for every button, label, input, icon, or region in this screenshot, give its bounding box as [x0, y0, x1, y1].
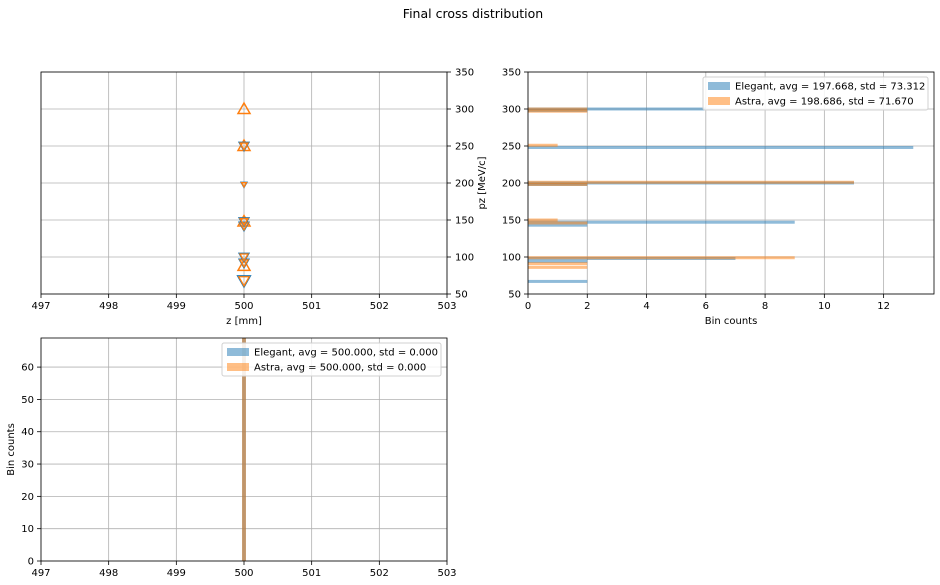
pz-histogram: 0 2 4 6 8 10 12 50 100 150 200 250 300 350 Bin counts E… — [502, 68, 935, 327]
astra-bar — [528, 180, 854, 184]
astra-point-overlap — [238, 222, 250, 232]
y-tick-label: 30 — [21, 460, 34, 471]
y-tick-label: 350 — [502, 68, 521, 79]
y-tick-label: 150 — [455, 216, 474, 227]
astra-bar — [528, 143, 558, 147]
y-tick-label: 100 — [502, 253, 521, 264]
legend-label: Astra, avg = 500.000, std = 0.000 — [254, 363, 426, 374]
y-tick-label: 50 — [455, 290, 468, 301]
astra-bar — [528, 182, 588, 186]
x-tick-label: 501 — [302, 568, 321, 579]
y-axis-label: pz [MeV/c] — [477, 156, 488, 209]
astra-point-overlap — [237, 276, 251, 288]
x-tick-label: 2 — [584, 301, 590, 312]
x-tick-label: 498 — [99, 568, 118, 579]
x-tick-label: 10 — [818, 301, 831, 312]
x-axis-label: z [mm] — [226, 316, 262, 327]
legend-swatch — [227, 348, 249, 356]
y-tick-label: 60 — [21, 363, 34, 374]
x-tick-label: 497 — [31, 568, 50, 579]
x-tick-label: 6 — [703, 301, 709, 312]
x-tick-label: 500 — [234, 301, 253, 312]
x-tick-label: 503 — [437, 568, 456, 579]
x-tick-label: 500 — [234, 568, 253, 579]
y-tick-label: 10 — [21, 524, 34, 535]
x-tick-label: 502 — [370, 568, 389, 579]
x-tick-label: 12 — [877, 301, 890, 312]
legend-swatch — [227, 363, 249, 371]
legend-label: Astra, avg = 198.686, std = 71.670 — [735, 97, 914, 108]
y-tick-label: 300 — [455, 105, 474, 116]
astra-bar — [528, 109, 588, 113]
astra-point — [236, 258, 252, 272]
y-tick-label: 50 — [21, 395, 34, 406]
astra-bar — [528, 218, 558, 222]
astra-point-overlap — [240, 182, 248, 189]
x-tick-label: 502 — [370, 301, 389, 312]
elegant-bar — [528, 107, 706, 111]
x-tick-label: 499 — [167, 568, 186, 579]
x-tick-label: 503 — [437, 301, 456, 312]
astra-bar — [528, 256, 795, 260]
y-axis-label: Bin counts — [6, 423, 17, 476]
x-axis-label: Bin counts — [705, 316, 758, 327]
y-tick-label: 300 — [502, 105, 521, 116]
astra-point-overlap — [238, 253, 250, 263]
astra-bar — [242, 338, 246, 561]
x-tick-label: 497 — [31, 301, 50, 312]
legend-box — [221, 342, 442, 377]
astra-bar — [528, 107, 588, 111]
astra-bar — [528, 265, 588, 269]
x-tick-label: 498 — [99, 301, 118, 312]
y-tick-label: 200 — [455, 179, 474, 190]
elegant-bar — [528, 223, 588, 227]
elegant-bar — [528, 259, 588, 263]
legend-swatch — [708, 82, 730, 90]
y-tick-label: 200 — [502, 179, 521, 190]
astra-point-overlap — [238, 217, 250, 227]
astra-point — [236, 101, 252, 115]
figure-title: Final cross distribution — [403, 6, 543, 21]
y-tick-label: 350 — [455, 68, 474, 79]
legend-label: Elegant, avg = 500.000, std = 0.000 — [254, 348, 438, 359]
y-tick-label: 20 — [21, 492, 34, 503]
y-tick-label: 100 — [455, 253, 474, 264]
y-tick-label: 0 — [28, 557, 34, 568]
y-tick-label: 250 — [502, 142, 521, 153]
astra-bar — [528, 262, 588, 266]
elegant-bar — [528, 279, 588, 283]
elegant-bar — [528, 220, 795, 224]
x-tick-label: 0 — [525, 301, 531, 312]
x-tick-label: 499 — [167, 301, 186, 312]
y-tick-label: 50 — [508, 290, 521, 301]
x-tick-label: 501 — [302, 301, 321, 312]
elegant-bar — [528, 145, 914, 149]
legend-swatch — [708, 97, 730, 105]
x-tick-label: 4 — [643, 301, 649, 312]
y-tick-label: 250 — [455, 142, 474, 153]
y-tick-label: 150 — [502, 216, 521, 227]
astra-point-overlap — [238, 142, 250, 152]
legend-label: Elegant, avg = 197.668, std = 73.312 — [735, 82, 925, 93]
legend-box — [702, 76, 929, 111]
z-histogram: 497 498 499 500 501 502 503 0 10 20 30 40 50 60 Bin co… — [6, 337, 457, 579]
x-tick-label: 8 — [762, 301, 768, 312]
y-tick-label: 40 — [21, 427, 34, 438]
astra-bar — [528, 221, 588, 225]
